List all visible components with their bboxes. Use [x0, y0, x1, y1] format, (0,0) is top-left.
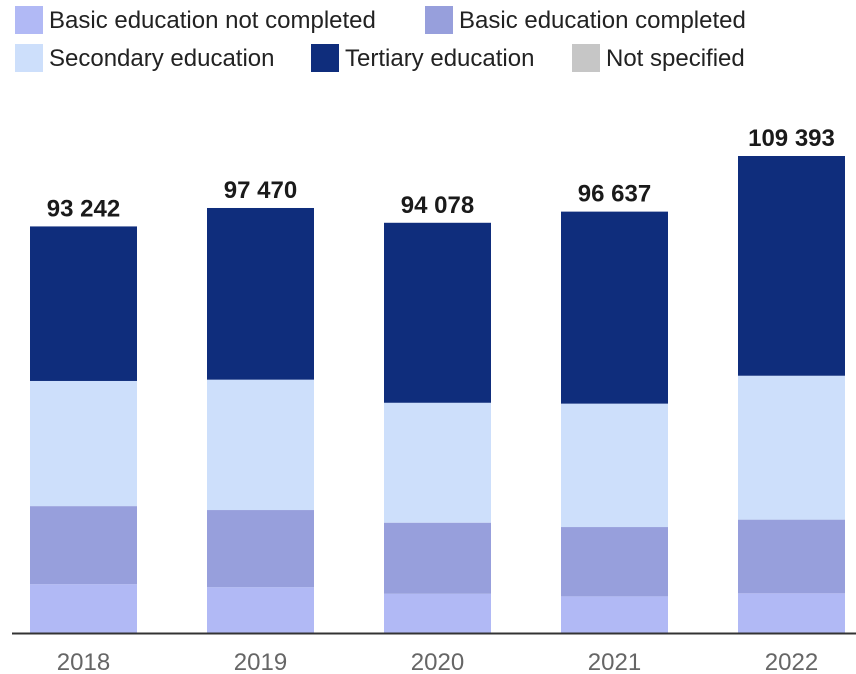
bar-segment-tertiary-education	[30, 226, 137, 381]
bar-2021: 96 637	[561, 181, 668, 633]
bar-segment-secondary-education	[738, 375, 845, 520]
bar-segment-basic-education-not-completed	[738, 593, 845, 633]
legend-label: Secondary education	[49, 45, 275, 72]
bar-segment-basic-education-completed	[561, 527, 668, 597]
legend-label: Basic education completed	[459, 7, 746, 34]
x-tick-label: 2022	[765, 649, 818, 674]
legend-item-secondary-education: Secondary education	[15, 44, 275, 72]
legend-swatch	[311, 44, 339, 72]
bar-segment-basic-education-completed	[207, 510, 314, 588]
legend-swatch	[572, 44, 600, 72]
x-tick-label: 2019	[234, 649, 287, 674]
legend-label: Not specified	[606, 45, 745, 72]
legend-swatch	[15, 6, 43, 34]
bar-segment-secondary-education	[561, 403, 668, 528]
bar-segment-secondary-education	[384, 402, 491, 523]
bar-segment-tertiary-education	[207, 207, 314, 380]
legend-item-basic-education-completed: Basic education completed	[425, 6, 746, 34]
bar-2019: 97 470	[207, 177, 314, 633]
bars: 93 242 97 470 94 078 96 637 109 393	[30, 125, 845, 633]
legend-label: Basic education not completed	[49, 7, 376, 34]
x-axis-labels: 2018 2019 2020 2021 2022	[57, 649, 818, 674]
legend-item-not-specified: Not specified	[572, 44, 745, 72]
bar-segment-basic-education-completed	[30, 506, 137, 585]
legend-swatch	[15, 44, 43, 72]
bar-segment-tertiary-education	[738, 156, 845, 376]
legend-label: Tertiary education	[345, 45, 534, 72]
bar-segment-tertiary-education	[384, 222, 491, 403]
bar-segment-basic-education-completed	[738, 519, 845, 594]
legend-item-tertiary-education: Tertiary education	[311, 44, 534, 72]
bar-segment-secondary-education	[30, 380, 137, 507]
bar-segment-basic-education-not-completed	[384, 593, 491, 633]
bar-2018: 93 242	[30, 195, 137, 633]
total-label: 94 078	[401, 192, 474, 219]
total-label: 96 637	[578, 181, 651, 208]
bar-segment-basic-education-not-completed	[561, 596, 668, 633]
bar-2020: 94 078	[384, 192, 491, 633]
bar-segment-basic-education-not-completed	[30, 584, 137, 633]
x-tick-label: 2020	[411, 649, 464, 674]
total-label: 97 470	[224, 177, 297, 204]
legend: Basic education not completed Basic educa…	[15, 6, 746, 72]
legend-swatch	[425, 6, 453, 34]
bar-2022: 109 393	[738, 125, 845, 633]
bar-segment-basic-education-completed	[384, 522, 491, 594]
bar-segment-basic-education-not-completed	[207, 587, 314, 633]
total-label: 93 242	[47, 195, 120, 222]
x-tick-label: 2021	[588, 649, 641, 674]
bar-segment-tertiary-education	[561, 211, 668, 404]
x-tick-label: 2018	[57, 649, 110, 674]
bar-segment-secondary-education	[207, 379, 314, 511]
legend-item-basic-education-not-completed: Basic education not completed	[15, 6, 376, 34]
total-label: 109 393	[748, 125, 835, 152]
